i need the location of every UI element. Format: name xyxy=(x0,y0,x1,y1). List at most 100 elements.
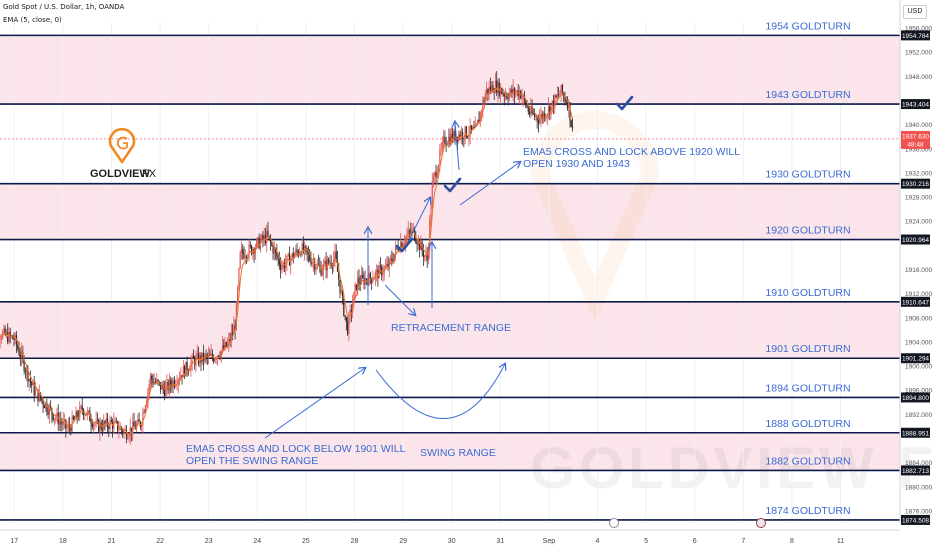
candle-body xyxy=(285,263,287,269)
candle-body xyxy=(173,380,176,386)
candle-body xyxy=(350,309,352,313)
candle-body xyxy=(237,288,239,304)
candle-body xyxy=(152,379,154,384)
candle-body xyxy=(262,235,264,240)
candle-body xyxy=(491,85,493,91)
candle-body xyxy=(37,389,39,402)
candle-body xyxy=(117,421,119,431)
candle-body xyxy=(114,420,116,422)
candle-body xyxy=(571,126,574,129)
candle-body xyxy=(163,388,165,397)
candle-body xyxy=(129,427,131,437)
candle-body xyxy=(228,339,230,344)
candle-body xyxy=(558,94,560,96)
candle-body xyxy=(183,366,186,377)
candle-body xyxy=(379,265,382,267)
candle-body xyxy=(36,389,38,391)
candle-body xyxy=(506,95,508,98)
level-price-tag xyxy=(901,296,930,307)
candle-body xyxy=(118,430,120,431)
y-tick-label: 1912.000 xyxy=(905,291,932,298)
candle-body xyxy=(142,412,144,425)
candle-body xyxy=(395,246,397,255)
candle-body xyxy=(386,263,388,267)
candle-body xyxy=(441,141,443,149)
symbol-title[interactable]: Gold Spot / U.S. Dollar, 1h, OANDA xyxy=(3,3,125,11)
logo-text-accent: FX xyxy=(142,168,157,180)
level-lines: 1954 GOLDTURN 1943 GOLDTURN 1930 GOLDTURN 1… xyxy=(0,20,900,521)
candle-body xyxy=(199,355,201,364)
candle-body xyxy=(432,176,435,182)
indicator-legend[interactable]: EMA (5, close, 0) xyxy=(3,16,62,24)
logo-pin-icon xyxy=(108,127,136,164)
candle-body xyxy=(50,406,52,409)
candle-body xyxy=(123,430,125,433)
candle-body xyxy=(39,392,42,399)
countdown-text: 48:48 xyxy=(907,141,924,148)
y-tick-label: 1876.000 xyxy=(905,508,932,515)
candle-body xyxy=(151,375,153,380)
candle-body xyxy=(20,351,23,358)
level-label: 1882 GOLDTURN xyxy=(765,455,850,467)
x-tick-label: 17 xyxy=(10,538,18,545)
candle-body xyxy=(148,384,150,391)
arrow-ema-above xyxy=(459,162,520,206)
candle-body xyxy=(376,269,378,273)
event-marker-icon[interactable] xyxy=(609,518,619,528)
candle-body xyxy=(301,243,303,255)
x-tick-label: 30 xyxy=(448,538,456,545)
candle-body xyxy=(9,331,11,337)
candle-body xyxy=(80,405,82,407)
x-tick-label: 4 xyxy=(596,538,600,545)
candle-body xyxy=(467,136,469,138)
y-tick-label: 1928.000 xyxy=(905,195,932,202)
candle-body xyxy=(527,106,529,112)
x-tick-label: 18 xyxy=(59,538,67,545)
annotations: EMA5 CROSS AND LOCK ABOVE 1920 WILLOPEN … xyxy=(186,95,740,467)
watermark-logo-icon xyxy=(530,111,660,323)
candle-body xyxy=(537,120,540,124)
candle-body xyxy=(47,411,49,415)
candle-body xyxy=(559,93,561,96)
level-price-tag xyxy=(901,178,930,189)
candle-body xyxy=(512,88,514,94)
candle-body xyxy=(405,237,407,244)
candle-body xyxy=(362,274,364,277)
level-label: 1874 GOLDTURN xyxy=(765,505,850,517)
candle-body xyxy=(0,338,1,340)
candle-body xyxy=(426,254,428,261)
us-flag-event-icon[interactable] xyxy=(756,518,766,528)
candle-body xyxy=(19,354,21,358)
candle-body xyxy=(277,256,279,259)
candle-body xyxy=(271,242,273,246)
x-tick-label: 6 xyxy=(693,538,697,545)
range-zone xyxy=(0,35,900,105)
candle-body xyxy=(256,239,258,248)
candle-body xyxy=(156,379,158,383)
candle-body xyxy=(218,355,220,358)
currency-button[interactable]: USD xyxy=(903,5,927,19)
candle-body xyxy=(258,237,260,249)
candle-body xyxy=(8,331,10,343)
candle-body xyxy=(541,114,543,119)
candle-body xyxy=(450,133,452,145)
candle-body xyxy=(463,138,465,140)
y-tick-label: 1900.000 xyxy=(905,364,932,371)
level-price-tag-text: 1920.964 xyxy=(902,237,929,244)
candle-body xyxy=(556,94,558,98)
candle-body xyxy=(215,359,217,360)
candle-body xyxy=(115,420,117,422)
level-price-tag-text: 1874.508 xyxy=(902,517,929,524)
x-tick-label: 21 xyxy=(108,538,116,545)
candle-body xyxy=(113,421,115,429)
candle-body xyxy=(443,136,445,142)
x-tick-label: 29 xyxy=(399,538,407,545)
candle-body xyxy=(469,125,471,136)
candle-body xyxy=(554,95,556,109)
candle-body xyxy=(547,106,550,115)
candle-body xyxy=(502,93,504,95)
candle-body xyxy=(316,263,318,268)
candle-body xyxy=(132,421,134,434)
candle-body xyxy=(190,362,192,371)
